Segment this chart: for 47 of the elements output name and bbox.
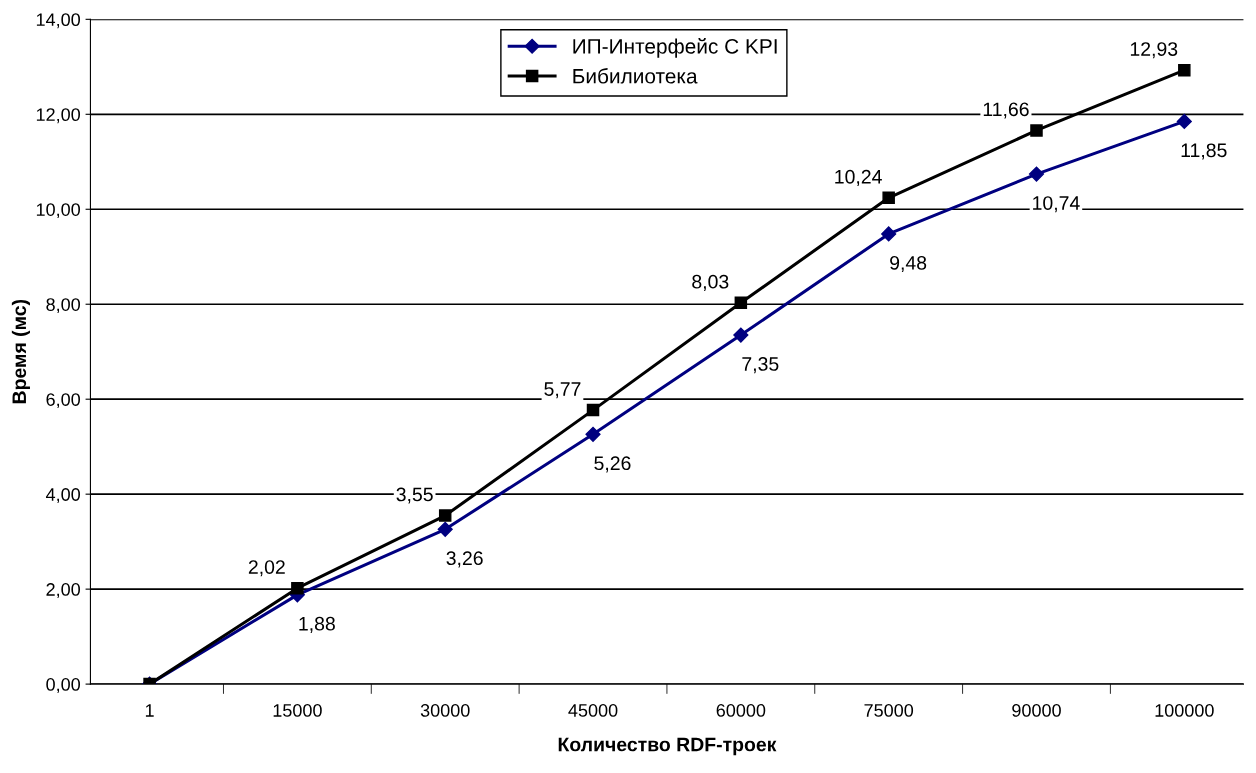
data-label: 1,88 xyxy=(299,616,335,633)
data-label: 2,02 xyxy=(248,560,285,577)
data-label: 10,24 xyxy=(835,169,882,186)
point xyxy=(438,509,452,522)
x-tick-label: 90000 xyxy=(1012,704,1061,717)
data-label: 11,66 xyxy=(983,102,1029,119)
point xyxy=(291,581,304,595)
data-label: 9,48 xyxy=(890,255,927,273)
point xyxy=(585,426,601,442)
data-label: 5,26 xyxy=(594,456,631,473)
x-tick-label: 1 xyxy=(145,704,154,717)
data-label: 10,74 xyxy=(1033,196,1080,213)
legend-label: ИП-Интерфейс C KPI xyxy=(573,38,777,58)
data-label: 3,55 xyxy=(396,487,433,504)
x-tick-label: 75000 xyxy=(864,704,914,717)
y-tick-label: 6,00 xyxy=(46,393,81,409)
y-tick-label: 14,00 xyxy=(36,13,81,29)
x-tick-label: 15000 xyxy=(273,704,322,717)
y-tick-label: 2,00 xyxy=(46,583,81,598)
x-tick-label: 60000 xyxy=(716,704,766,717)
data-label: 7,35 xyxy=(742,357,779,374)
y-tick-label: 8,00 xyxy=(46,298,81,314)
point xyxy=(882,191,895,205)
data-label: 5,77 xyxy=(544,382,581,399)
point xyxy=(586,403,600,417)
data-label: 8,03 xyxy=(692,274,729,291)
point xyxy=(1030,124,1043,137)
point xyxy=(881,226,897,242)
data-label: 12,93 xyxy=(1130,42,1178,59)
point xyxy=(437,521,453,537)
point xyxy=(733,327,749,343)
x-tick-label: 45000 xyxy=(568,704,618,717)
x-tick-label: 100000 xyxy=(1155,704,1214,717)
x-tick-label: 30000 xyxy=(420,704,470,717)
point xyxy=(734,296,748,310)
data-label: 3,26 xyxy=(446,551,483,568)
y-tick-label: 12,00 xyxy=(36,108,81,124)
y-tick-label: 10,00 xyxy=(36,203,81,219)
x-axis-title: Количество RDF-троек xyxy=(558,737,777,756)
point xyxy=(1178,63,1191,77)
y-tick-label: 0,00 xyxy=(46,678,81,693)
data-label: 11,85 xyxy=(1181,143,1227,160)
point xyxy=(1028,166,1045,182)
point xyxy=(1176,113,1192,129)
y-axis-title: Время (мс) xyxy=(11,299,30,404)
legend-label: Бибилиотека xyxy=(573,68,698,84)
y-tick-label: 4,00 xyxy=(45,488,81,504)
